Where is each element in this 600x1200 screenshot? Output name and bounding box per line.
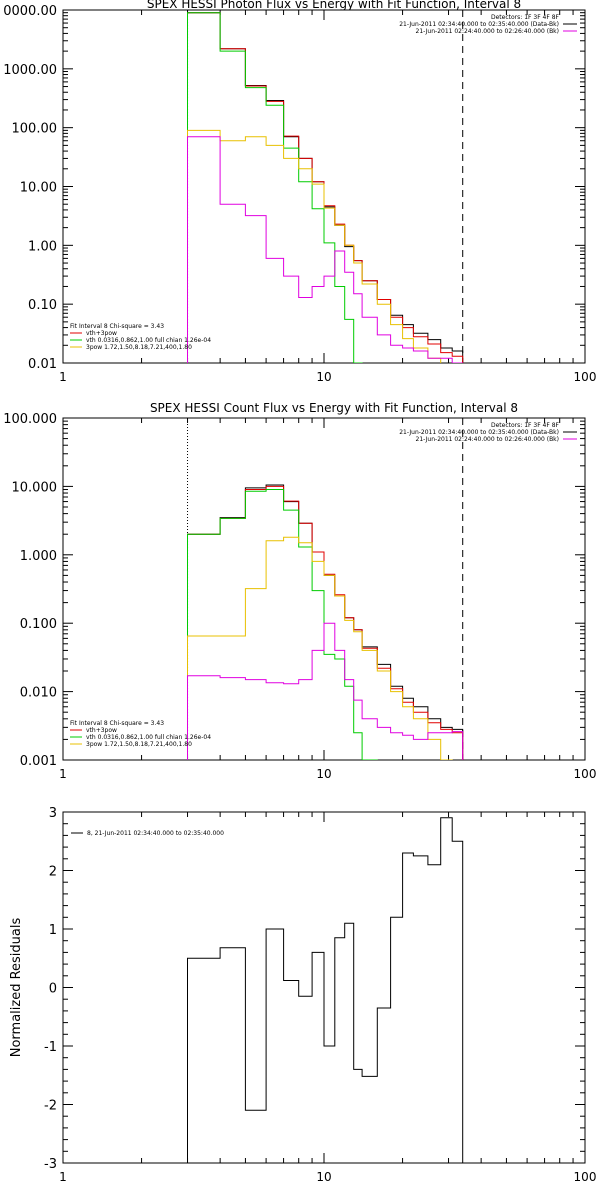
y-tick-label: 1000.00 <box>3 63 57 78</box>
legend-bottom-left-text: 3pow 1.72,1.50,8.18,7.21,400,1.80 <box>86 741 192 748</box>
y-tick-label: 0.010 <box>20 686 57 701</box>
y-tick-label: 100.000 <box>3 412 57 427</box>
legend-top-right-text: 21-Jun-2011 02:34:40.000 to 02:35:40.000… <box>399 21 559 28</box>
y-axis: 0.01 0.10 1.00 10.00 100.00 1000.00 0000.00 <box>3 4 585 372</box>
x-tick-label: 1 <box>59 1170 67 1184</box>
legend-top-right-text: Detectors: 1F 3F 4F 8F <box>491 422 560 429</box>
y-tick-label: 1.00 <box>28 239 57 254</box>
series-line-2 <box>187 489 378 760</box>
x-tick-label: 100 <box>574 370 597 384</box>
x-axis: 1 10 100 <box>59 418 596 781</box>
series-line-2 <box>187 12 363 363</box>
series-group <box>187 484 464 760</box>
y-tick-label: 0.01 <box>28 357 57 372</box>
chart-title: SPEX HESSI Count Flux vs Energy with Fit… <box>150 401 518 415</box>
y-tick-label: 10.00 <box>20 181 57 196</box>
series-line-0 <box>187 12 464 363</box>
y-tick-label: -2 <box>44 1099 57 1114</box>
legend-bottom-left-text: vth+3pow <box>86 330 117 337</box>
y-tick-label: 0000.00 <box>3 4 57 19</box>
chart-panel-3: Normalized Residuals 1 10 100 -3 -2 -1 0 1 2 3 8, 2… <box>9 806 596 1184</box>
y-tick-label: 0.10 <box>28 298 57 313</box>
x-tick-label: 10 <box>316 767 331 781</box>
legend-top-right-text: 21-Jun-2011 02:24:40.000 to 02:26:40.000… <box>416 436 559 443</box>
chart-title: SPEX HESSI Photon Flux vs Energy with Fi… <box>147 0 521 11</box>
y-tick-label: 1 <box>49 923 57 938</box>
legend-top-right-text: 21-Jun-2011 02:24:40.000 to 02:26:40.000… <box>416 28 559 35</box>
x-tick-label: 100 <box>574 1170 597 1184</box>
legend-bottom-left-text: vth 0.0316,0.862,1.00 full chian 1.26e-0… <box>86 734 211 741</box>
y-tick-label: 100.00 <box>12 122 58 137</box>
x-tick-label: 100 <box>574 767 597 781</box>
y-tick-label: 0 <box>49 982 57 997</box>
x-tick-label: 1 <box>59 370 67 384</box>
x-tick-label: 10 <box>316 370 331 384</box>
legend-top-right-text: 21-Jun-2011 02:34:40.000 to 02:35:40.000… <box>399 429 559 436</box>
chart-panel-2: SPEX HESSI Count Flux vs Energy with Fit… <box>3 401 596 781</box>
legend-bottom-left-text: vth 0.0316,0.862,1.00 full chian 1.26e-0… <box>86 337 211 344</box>
legend-top-right-text: Detectors: 1F 3F 4F 8F <box>491 14 560 21</box>
y-axis-label: Normalized Residuals <box>9 918 24 1058</box>
y-tick-label: -1 <box>44 1040 57 1055</box>
legend-bottom-left-text: vth+3pow <box>86 727 117 734</box>
y-tick-label: 2 <box>49 865 57 880</box>
y-axis: 0.001 0.010 0.100 1.000 10.000 100.000 <box>3 412 585 769</box>
series-line-4 <box>187 622 464 760</box>
y-tick-label: -3 <box>44 1157 57 1172</box>
legend-top-left-text: 8, 21-Jun-2011 02:34:40.000 to 02:35:40.… <box>87 830 224 837</box>
y-tick-label: 0.100 <box>20 617 57 632</box>
x-axis: 1 10 100 <box>59 10 596 384</box>
series-group <box>187 817 464 1163</box>
x-tick-label: 10 <box>316 1170 331 1184</box>
legend-bottom-left-text: Fit Interval 8 Chi-square = 3.43 <box>70 323 164 330</box>
y-tick-label: 0.001 <box>20 754 57 769</box>
x-tick-label: 1 <box>59 767 67 781</box>
plot-frame <box>62 417 586 761</box>
series-line-3 <box>187 129 442 363</box>
legend-bottom-left-text: 3pow 1.72,1.50,8.18,7.21,400,1.80 <box>86 344 192 351</box>
series-line-1 <box>187 12 464 363</box>
series-line-1 <box>187 485 464 760</box>
x-axis: 1 10 100 <box>59 812 596 1184</box>
y-tick-label: 10.000 <box>12 480 58 495</box>
series-group <box>187 12 464 363</box>
y-tick-label: 3 <box>49 806 57 821</box>
series-line-4 <box>187 136 464 363</box>
y-tick-label: 1.000 <box>20 549 57 564</box>
chart-panel-1: SPEX HESSI Photon Flux vs Energy with Fi… <box>3 0 596 384</box>
series-line-0 <box>187 817 464 1163</box>
series-line-0 <box>187 484 464 760</box>
y-axis: -3 -2 -1 0 1 2 3 <box>44 806 585 1172</box>
legend-bottom-left-text: Fit Interval 8 Chi-square = 3.43 <box>70 720 164 727</box>
